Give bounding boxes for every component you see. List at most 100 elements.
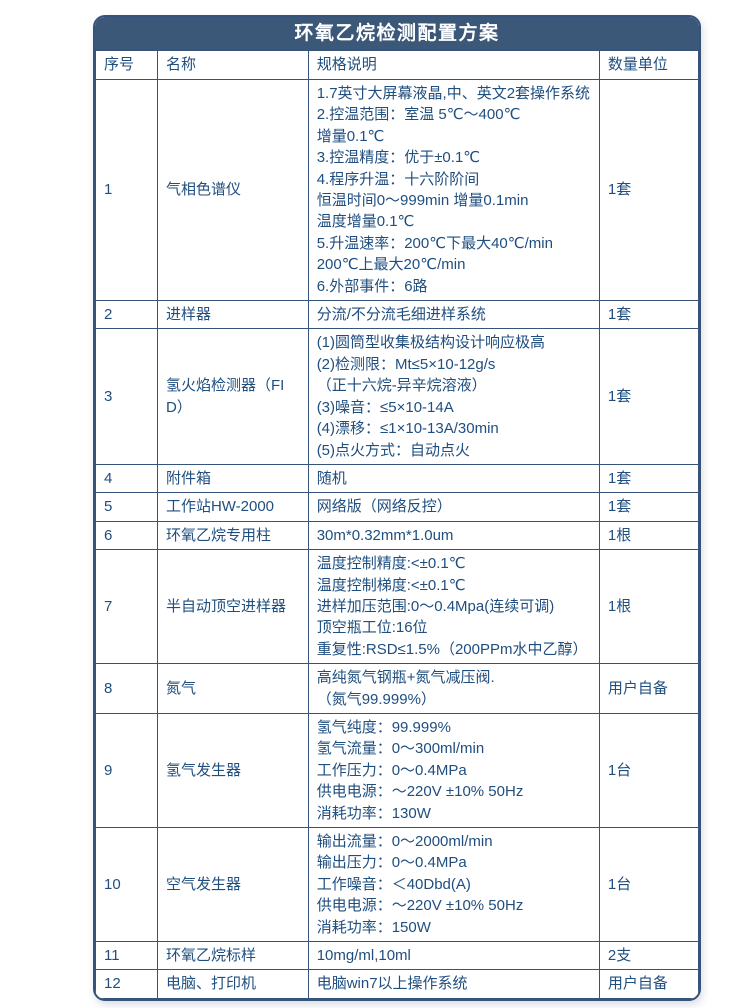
row-no-cell: 5 — [95, 492, 158, 522]
spec-line: 氢气流量：0～300ml/min — [316, 740, 485, 758]
row-spec-cell: 分流/不分流毛细进样系统 — [307, 300, 600, 330]
column-header-spec: 规格说明 — [307, 50, 600, 80]
row-no-cell: 10 — [95, 826, 158, 943]
spec-line: 氢气纯度：99.999% — [316, 718, 451, 736]
table-row: 7 半自动顶空进样器 温度控制精度:<±0.1℃ 温度控制梯度:<±0.1℃ 进样加压范… — [95, 549, 699, 665]
spec-line: 1.7英寸大屏幕液晶,中、英文2套操作系统 — [316, 85, 591, 102]
table-row: 11 环氧乙烷标样 10mg/ml,10ml 2支 — [95, 941, 699, 971]
spec-line: 供电电源：～220V ±10% 50Hz — [316, 783, 524, 801]
row-name-cell: 氢火焰检测器（FID） — [156, 328, 309, 465]
row-name-cell: 氢气发生器 — [156, 712, 309, 829]
row-name-cell: 环氧乙烷标样 — [156, 941, 309, 971]
config-table-card: 环氧乙烷检测配置方案 序号 名称 规格说明 数量单位 1 气相色谱仪 1.7英寸大屏… — [93, 15, 701, 1001]
row-spec-cell: 10mg/ml,10ml — [307, 941, 600, 971]
row-name-cell: 气相色谱仪 — [156, 78, 309, 302]
column-header-no: 序号 — [95, 50, 158, 80]
row-no-cell: 6 — [95, 520, 158, 551]
spec-line: 温度增量0.1℃ — [316, 213, 415, 231]
row-qty-cell: 2支 — [598, 941, 699, 971]
row-qty-cell: 1套 — [598, 328, 699, 465]
spec-line: 10mg/ml,10ml — [316, 947, 411, 965]
row-no-cell: 12 — [95, 969, 158, 999]
row-name-cell: 半自动顶空进样器 — [156, 549, 309, 665]
row-spec-cell: 氢气纯度：99.999% 氢气流量：0～300ml/min 工作压力：0～0.4MP… — [307, 712, 600, 829]
spec-table: 序号 名称 规格说明 数量单位 1 气相色谱仪 1.7英寸大屏幕液晶,中、英文2套操… — [95, 50, 699, 999]
spec-line: 温度控制精度:<±0.1℃ — [316, 555, 466, 573]
spec-line: (1)圆筒型收集极结构设计响应极高 — [316, 334, 546, 352]
spec-line: 高纯氮气钢瓶+氮气减压阀. — [316, 669, 495, 687]
row-qty-cell: 1台 — [598, 712, 699, 829]
row-spec-cell: 输出流量：0～2000ml/min 输出压力：0～0.4MPa 工作噪音：＜40Db… — [307, 826, 600, 943]
row-name-cell: 进样器 — [156, 300, 309, 330]
row-qty-cell: 1套 — [598, 492, 699, 522]
column-header-name: 名称 — [156, 50, 309, 80]
row-no-cell: 9 — [95, 712, 158, 829]
row-qty-cell: 1台 — [598, 826, 699, 943]
row-no-cell: 1 — [95, 78, 158, 302]
spec-line: 温度控制梯度:<±0.1℃ — [316, 576, 466, 594]
spec-line: 6.外部事件：6路 — [316, 277, 428, 295]
spec-line: (2)检测限：Mt≤5×10-12g/s — [316, 355, 496, 373]
row-spec-cell: 1.7英寸大屏幕液晶,中、英文2套操作系统 2.控温范围：室温 5℃～400℃ 增量… — [307, 78, 600, 302]
spec-line: 重复性:RSD≤1.5%（200PPm水中乙醇） — [316, 640, 588, 658]
spec-line: 4.程序升温：十六阶阶间 — [316, 170, 480, 188]
row-spec-cell: 30m*0.32mm*1.0um — [307, 520, 600, 551]
row-qty-cell: 1根 — [598, 549, 699, 665]
table-row: 6 环氧乙烷专用柱 30m*0.32mm*1.0um 1根 — [95, 520, 699, 551]
row-no-cell: 8 — [95, 663, 158, 714]
row-name-cell: 电脑、打印机 — [156, 969, 309, 999]
spec-line: 恒温时间0～999min 增量0.1min — [316, 192, 529, 210]
spec-line: 2.控温范围：室温 5℃～400℃ — [316, 106, 521, 124]
row-qty-cell: 用户自备 — [598, 969, 699, 999]
table-row: 1 气相色谱仪 1.7英寸大屏幕液晶,中、英文2套操作系统 2.控温范围：室温 5℃～… — [95, 78, 699, 302]
row-qty-cell: 1套 — [598, 300, 699, 330]
row-name-cell: 附件箱 — [156, 463, 309, 494]
table-row: 5 工作站HW-2000 网络版（网络反控） 1套 — [95, 492, 699, 522]
spec-line: (5)点火方式：自动点火 — [316, 441, 471, 459]
spec-line: (3)噪音：≤5×10-14A — [316, 398, 454, 416]
spec-line: 3.控温精度：优于±0.1℃ — [316, 149, 481, 167]
row-no-cell: 7 — [95, 549, 158, 665]
row-no-cell: 2 — [95, 300, 158, 330]
row-spec-cell: 温度控制精度:<±0.1℃ 温度控制梯度:<±0.1℃ 进样加压范围:0～0.4Mp… — [307, 549, 600, 665]
table-row: 2 进样器 分流/不分流毛细进样系统 1套 — [95, 300, 699, 330]
spec-line: 200℃上最大20℃/min — [316, 256, 466, 274]
spec-line: 5.升温速率：200℃下最大40℃/min — [316, 234, 553, 252]
table-row: 10 空气发生器 输出流量：0～2000ml/min 输出压力：0～0.4MPa 工作噪… — [95, 826, 699, 943]
row-spec-cell: 电脑win7以上操作系统 — [307, 969, 600, 999]
spec-line: 网络版（网络反控） — [316, 498, 452, 516]
spec-line: （正十六烷-异辛烷溶液） — [316, 377, 487, 395]
row-no-cell: 4 — [95, 463, 158, 494]
spec-line: 工作噪音：＜40Dbd(A) — [316, 875, 471, 893]
row-qty-cell: 1根 — [598, 520, 699, 551]
page-title: 环氧乙烷检测配置方案 — [95, 17, 699, 50]
spec-line: 电脑win7以上操作系统 — [316, 975, 468, 993]
row-qty-cell: 用户自备 — [598, 663, 699, 714]
column-header-qty: 数量单位 — [598, 50, 699, 80]
table-row: 3 氢火焰检测器（FID） (1)圆筒型收集极结构设计响应极高 (2)检测限：Mt≤5… — [95, 328, 699, 465]
table-row: 8 氮气 高纯氮气钢瓶+氮气减压阀. （氮气99.999%） 用户自备 — [95, 663, 699, 714]
table-row: 12 电脑、打印机 电脑win7以上操作系统 用户自备 — [95, 969, 699, 999]
spec-line: 输出流量：0～2000ml/min — [316, 833, 493, 850]
spec-line: 随机 — [316, 469, 347, 487]
row-qty-cell: 1套 — [598, 78, 699, 302]
row-no-cell: 3 — [95, 328, 158, 465]
table-body: 1 气相色谱仪 1.7英寸大屏幕液晶,中、英文2套操作系统 2.控温范围：室温 5℃～… — [95, 78, 699, 999]
table-row: 4 附件箱 随机 1套 — [95, 463, 699, 494]
spec-line: 消耗功率：130W — [316, 804, 431, 822]
table-row: 9 氢气发生器 氢气纯度：99.999% 氢气流量：0～300ml/min 工作压力：0… — [95, 712, 699, 829]
spec-line: (4)漂移：≤1×10-13A/30min — [316, 420, 499, 438]
spec-line: 30m*0.32mm*1.0um — [316, 526, 454, 544]
row-name-cell: 工作站HW-2000 — [156, 492, 309, 522]
row-spec-cell: 网络版（网络反控） — [307, 492, 600, 522]
spec-line: （氮气99.999%） — [316, 690, 436, 708]
spec-line: 工作压力：0～0.4MPa — [316, 761, 467, 779]
row-name-cell: 空气发生器 — [156, 826, 309, 943]
spec-line: 顶空瓶工位:16位 — [316, 619, 428, 637]
row-qty-cell: 1套 — [598, 463, 699, 494]
row-spec-cell: 高纯氮气钢瓶+氮气减压阀. （氮气99.999%） — [307, 663, 600, 714]
row-name-cell: 氮气 — [156, 663, 309, 714]
spec-line: 增量0.1℃ — [316, 127, 385, 145]
row-name-cell: 环氧乙烷专用柱 — [156, 520, 309, 551]
table-header-row: 序号 名称 规格说明 数量单位 — [95, 50, 699, 80]
